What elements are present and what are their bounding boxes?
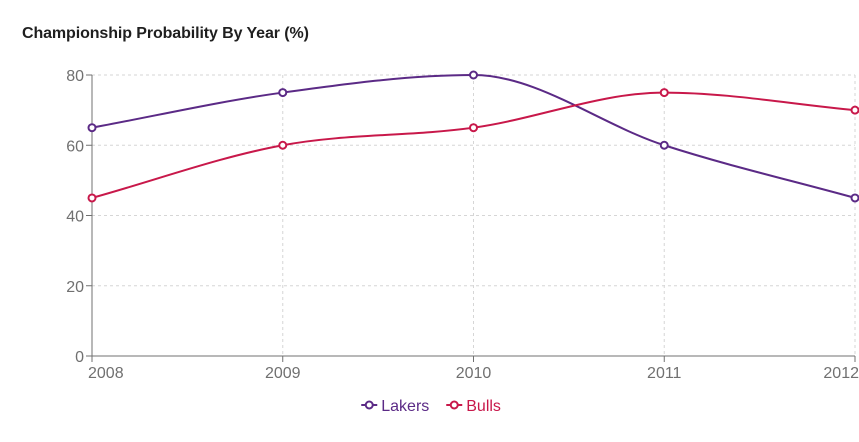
legend-item-lakers[interactable]: Lakers (361, 398, 429, 415)
lakers-point[interactable] (87, 123, 97, 133)
axes: 0 20 40 60 80 2008 2009 2010 2011 2012 (66, 68, 859, 382)
grid (92, 74, 856, 356)
x-tick-label: 2012 (823, 365, 859, 382)
bulls-point[interactable] (278, 140, 288, 150)
legend-marker-icon (364, 400, 374, 410)
legend: Lakers Bulls (361, 398, 501, 415)
y-tick-label: 60 (66, 138, 84, 155)
lakers-point[interactable] (850, 193, 859, 203)
y-tick-label: 20 (66, 279, 84, 296)
legend-label: Bulls (466, 398, 501, 415)
bulls-point[interactable] (850, 105, 859, 115)
bulls-point[interactable] (659, 88, 669, 98)
x-tick-label: 2010 (456, 365, 492, 382)
legend-item-bulls[interactable]: Bulls (446, 398, 501, 415)
bulls-point[interactable] (87, 193, 97, 203)
chart-title: Championship Probability By Year (%) (22, 25, 309, 42)
bulls-point[interactable] (469, 123, 478, 133)
lakers-point[interactable] (278, 88, 288, 98)
series (87, 70, 859, 203)
y-tick-label: 80 (66, 68, 84, 85)
y-tick-label: 40 (66, 209, 84, 226)
x-tick-label: 2009 (265, 365, 301, 382)
y-tick-label: 0 (75, 349, 84, 366)
lakers-point[interactable] (469, 70, 478, 80)
x-tick-label: 2011 (647, 365, 682, 382)
legend-marker-icon (449, 400, 459, 410)
x-tick-label: 2008 (88, 365, 124, 382)
legend-label: Lakers (381, 398, 429, 415)
lakers-point[interactable] (659, 140, 669, 150)
